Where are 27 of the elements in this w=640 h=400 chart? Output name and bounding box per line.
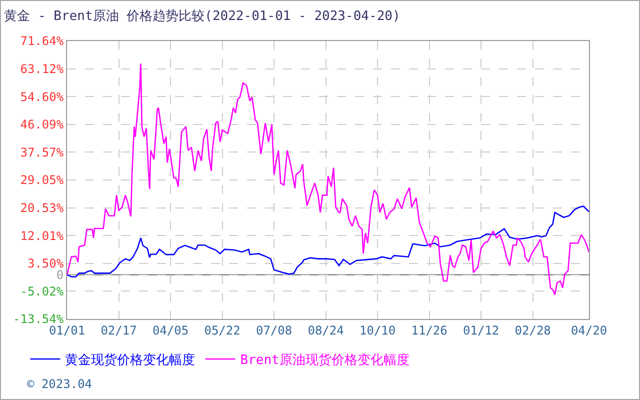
y-tick-label: 71.64% <box>20 34 64 48</box>
chart-title: 黄金 - Brent原油 价格趋势比较(2022-01-01 - 2023-04-20) <box>4 9 400 24</box>
x-tick-label: 04/20 <box>570 323 608 338</box>
x-tick-label: 05/22 <box>204 323 240 338</box>
x-tick-label: 08/24 <box>308 323 344 338</box>
y-tick-label: 29.05% <box>20 173 64 188</box>
y-tick-label: 54.60% <box>20 90 64 104</box>
x-tick-label: 02/17 <box>100 323 137 338</box>
legend-label: 黄金现货价格变化幅度 <box>65 352 196 368</box>
line-series <box>67 206 589 278</box>
x-tick-label: 01/12 <box>463 323 500 338</box>
x-tick-label: 07/08 <box>256 323 292 338</box>
y-tick-label: 12.01% <box>20 228 64 243</box>
y-tick-label: 0 <box>56 268 64 282</box>
x-tick-label: 02/28 <box>514 323 551 338</box>
x-tick-label: 10/10 <box>359 323 396 338</box>
y-tick-label: 3.50% <box>27 256 64 271</box>
y-tick-label: 46.09% <box>20 118 64 132</box>
y-tick-label: 20.53% <box>20 201 64 216</box>
line-series <box>67 63 589 296</box>
y-tick-label: 37.57% <box>20 145 64 160</box>
y-tick-label: 63.12% <box>20 62 64 76</box>
x-tick-label: 04/05 <box>152 323 189 338</box>
y-tick-label: -5.02% <box>20 284 64 298</box>
legend-label: Brent原油现货价格变化幅度 <box>240 352 410 368</box>
text: © 2023.04 <box>27 377 92 391</box>
x-tick-label: 11/26 <box>411 323 448 338</box>
